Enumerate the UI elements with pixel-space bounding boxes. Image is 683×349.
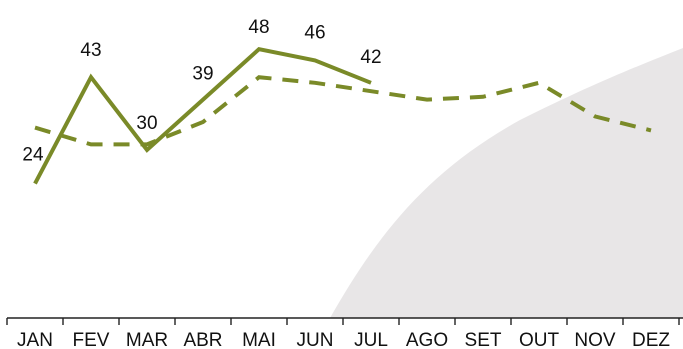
data-label: 42 [360, 47, 381, 68]
x-tick-label: ABR [183, 330, 222, 349]
x-tick-label: OUT [519, 330, 560, 349]
x-tick-label: AGO [406, 330, 448, 349]
x-axis-ticks [6, 318, 680, 325]
x-tick-label: DEZ [632, 330, 670, 349]
x-tick-label: JUL [354, 330, 388, 349]
x-tick-label: MAR [126, 330, 168, 349]
data-labels: 24 43 30 39 48 46 42 [22, 17, 381, 165]
data-label: 46 [304, 22, 325, 43]
background-shape [330, 48, 683, 318]
x-tick-labels: JAN FEV MAR ABR MAI JUN JUL AGO SET OUT NOV DEZ [17, 330, 670, 349]
series-line-dashed [34, 75, 652, 147]
series-layer [33, 47, 652, 185]
data-label: 48 [248, 17, 269, 38]
x-tick-label: JAN [17, 330, 53, 349]
data-label: 43 [80, 40, 101, 61]
data-label: 24 [22, 145, 44, 166]
data-label: 30 [136, 113, 157, 134]
series-line-solid [33, 47, 372, 185]
x-tick-label: SET [465, 330, 502, 349]
x-tick-label: FEV [73, 330, 110, 349]
x-tick-label: JUN [297, 330, 334, 349]
x-tick-label: MAI [242, 330, 276, 349]
x-tick-label: NOV [574, 330, 616, 349]
data-label: 39 [192, 64, 213, 85]
